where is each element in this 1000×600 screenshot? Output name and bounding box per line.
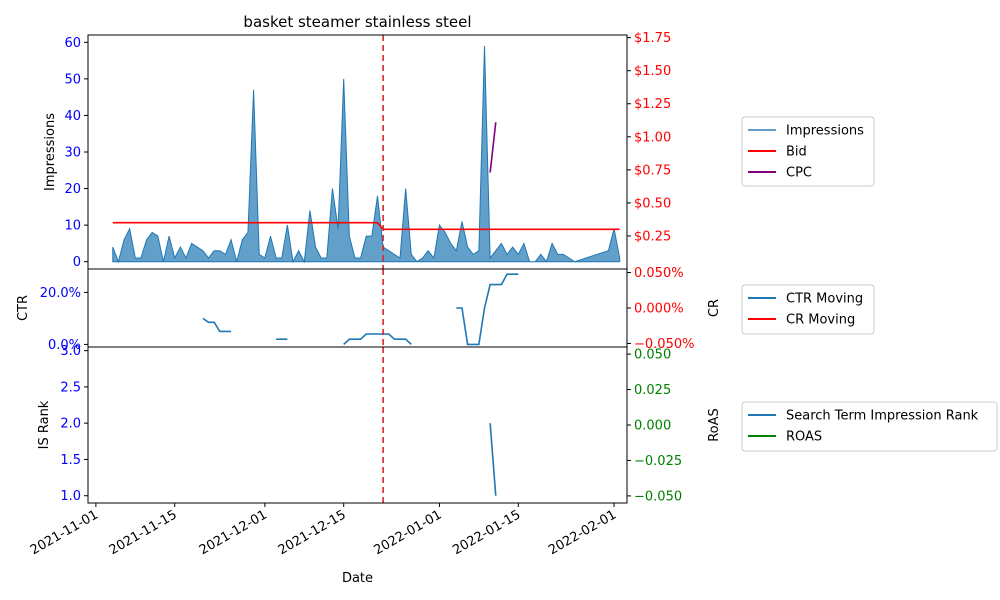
legend-label: Bid xyxy=(786,145,807,160)
impressions-series-area xyxy=(112,45,621,264)
panel-impressions: 0 10 20 30 40 50 60 $0.25 $0.50 $0.75 $1.00 $1.25 $1… xyxy=(43,31,671,270)
plot-area-impressions xyxy=(112,45,621,264)
y-left-tick-label: 0.0% xyxy=(48,338,81,353)
y-left-tick-label: 40 xyxy=(64,109,81,124)
y-left-tick-label: 10 xyxy=(64,219,81,234)
x-tick-label: 2022-01-01 xyxy=(372,507,445,558)
y-right-tick-label: $0.50 xyxy=(634,196,671,211)
legend-box xyxy=(741,401,998,452)
y-left-tick-label: 30 xyxy=(64,146,81,161)
cpc-series-line xyxy=(489,122,497,173)
y-left-tick-label: 1.5 xyxy=(60,453,81,468)
y-right-tick-label: $0.75 xyxy=(634,163,671,178)
y-right-tick-label: 0.050% xyxy=(634,266,684,281)
y-right-tick-label: −0.050 xyxy=(634,489,682,504)
x-tick-label: 2022-01-15 xyxy=(450,507,523,558)
y-right-tick-label: $1.75 xyxy=(634,31,671,46)
x-tick-label: 2022-02-01 xyxy=(546,507,619,558)
legend-box xyxy=(741,116,875,187)
legend-label: Search Term Impression Rank xyxy=(786,409,979,424)
y-right-tick-label: $0.25 xyxy=(634,229,671,244)
legend-label: CTR Moving xyxy=(786,292,863,307)
y-left-tick-label: 2.0 xyxy=(60,417,81,432)
y-right-axis-label: CR xyxy=(707,299,722,317)
legend-label: CPC xyxy=(786,166,812,181)
y-left-axis-label: CTR xyxy=(16,295,31,321)
y-left-tick-label: 60 xyxy=(64,36,81,51)
legends: Impressions Bid CPC CTR Moving CR Moving Sear… xyxy=(741,116,998,452)
y-right-tick-label: 0.025 xyxy=(634,383,671,398)
axes-frame xyxy=(87,268,628,348)
y-left-tick-label: 50 xyxy=(64,72,81,87)
plot-area-ctr xyxy=(202,273,519,346)
y-left-tick-label: 20.0% xyxy=(40,286,81,301)
bid-series-line xyxy=(112,221,620,231)
y-right-tick-label: $1.50 xyxy=(634,64,671,79)
axes-frame xyxy=(87,34,628,270)
y-right-tick-label: $1.00 xyxy=(634,130,671,145)
x-tick-label: 2021-12-01 xyxy=(197,507,270,558)
y-right-tick-label: 0.050 xyxy=(634,348,671,363)
ctr-moving-series-segment xyxy=(456,273,519,346)
panel-is_rank: 1.0 1.5 2.0 2.5 3.0 −0.050 −0.025 0.000 0.025 0.0… xyxy=(37,344,722,504)
y-left-tick-label: 2.5 xyxy=(60,380,81,395)
y-left-tick-label: 20 xyxy=(64,182,81,197)
chart-title: basket steamer stainless steel xyxy=(243,13,471,31)
y-left-axis-label: Impressions xyxy=(43,113,58,191)
x-axis-label: Date xyxy=(342,571,373,586)
ctr-moving-series-segment xyxy=(343,333,412,345)
y-left-axis-label: IS Rank xyxy=(37,400,52,449)
y-right-tick-label: $1.25 xyxy=(634,97,671,112)
y-left-tick-label: 1.0 xyxy=(60,489,81,504)
legend-is_rank: Search Term Impression Rank ROAS xyxy=(741,401,998,452)
ctr-moving-series-segment xyxy=(202,317,232,333)
y-left-tick-label: 3.0 xyxy=(60,344,81,359)
y-right-tick-label: −0.050% xyxy=(634,337,694,352)
x-tick-label: 2021-12-15 xyxy=(276,507,349,558)
y-right-tick-label: 0.000% xyxy=(634,302,684,317)
search-term-impression-rank-series-line xyxy=(489,423,497,496)
chart-panels: 0 10 20 30 40 50 60 $0.25 $0.50 $0.75 $1.00 $1.25 $1… xyxy=(16,31,722,504)
y-right-tick-label: 0.000 xyxy=(634,419,671,434)
panel-ctr: 0.0% 20.0% −0.050% 0.000% 0.050% CTR CR xyxy=(16,266,722,353)
legend-label: Impressions xyxy=(786,124,864,139)
x-tick-label: 2021-11-15 xyxy=(107,507,180,558)
x-axis: 2021-11-01 2021-11-15 2021-12-01 2021-12-15… xyxy=(28,503,619,558)
plot-area-is_rank xyxy=(489,423,497,496)
legend-impressions: Impressions Bid CPC xyxy=(741,116,875,187)
axes-frame xyxy=(87,346,628,504)
y-right-tick-label: −0.025 xyxy=(634,454,682,469)
legend-ctr: CTR Moving CR Moving xyxy=(741,284,875,335)
y-right-axis-label: RoAS xyxy=(707,408,722,442)
legend-label: ROAS xyxy=(786,430,822,445)
legend-label: CR Moving xyxy=(786,313,855,328)
x-tick-label: 2021-11-01 xyxy=(28,507,101,558)
y-left-tick-label: 0 xyxy=(73,255,81,270)
